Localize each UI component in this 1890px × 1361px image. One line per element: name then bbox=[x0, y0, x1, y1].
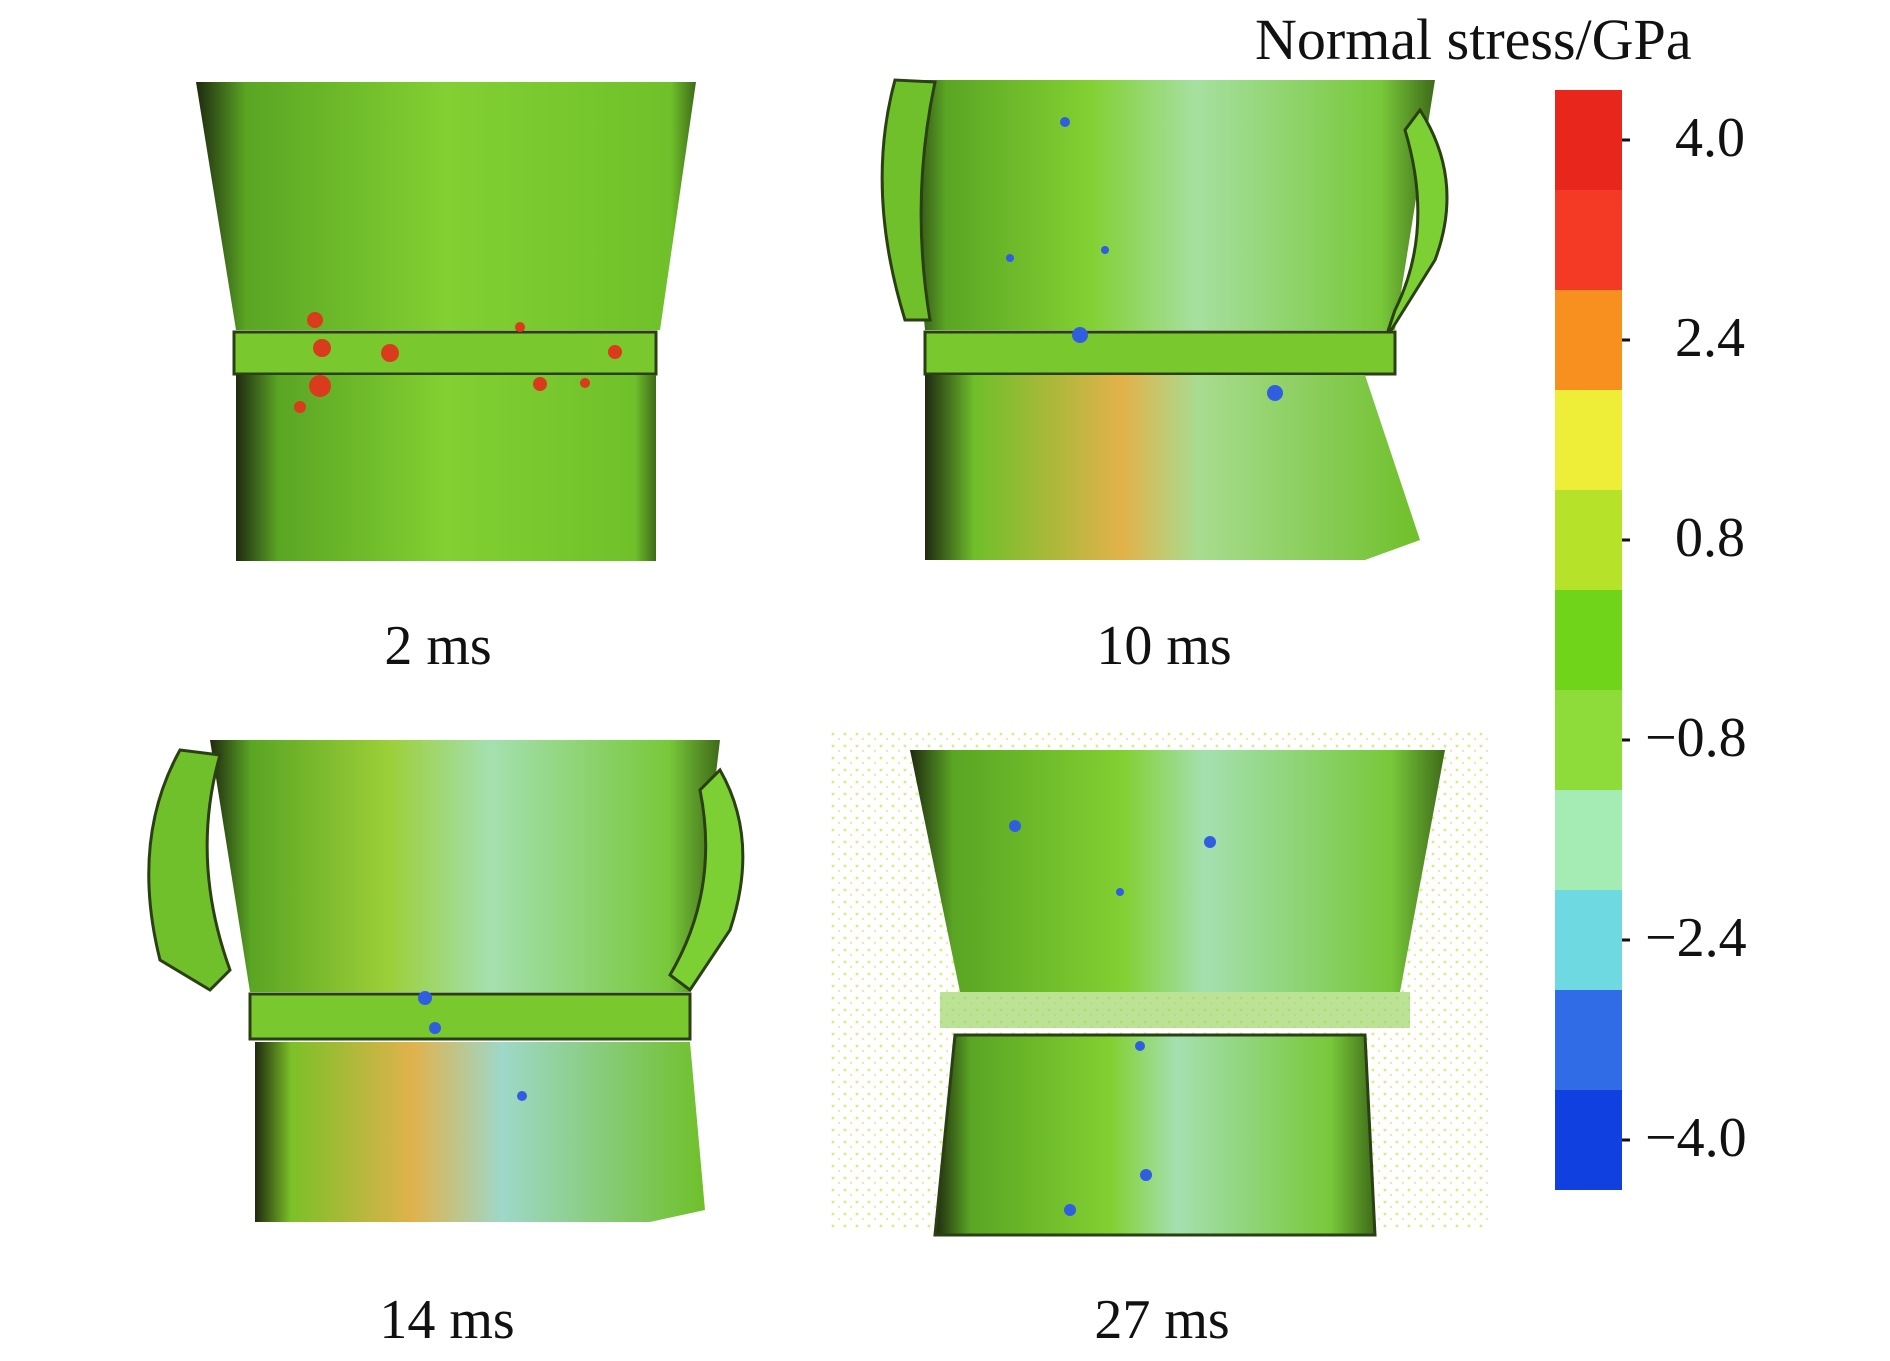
panel-14ms: 14 ms bbox=[130, 730, 780, 1348]
time-label: 10 ms bbox=[1096, 615, 1232, 677]
time-label: 27 ms bbox=[1094, 1289, 1230, 1351]
colorbar-swatch bbox=[1555, 1090, 1622, 1190]
projectile-10ms-image bbox=[880, 78, 1449, 560]
projectile-14ms-image bbox=[147, 740, 745, 1222]
colorbar-swatch bbox=[1555, 990, 1622, 1090]
panel-27ms: 27 ms bbox=[830, 730, 1490, 1348]
colorbar-tick-label: 0.8 bbox=[1675, 507, 1745, 569]
colorbar-swatch bbox=[1555, 590, 1622, 690]
colorbar-tick-label: −0.8 bbox=[1645, 707, 1747, 769]
projectile-2ms-image bbox=[196, 82, 696, 561]
panel-10ms: 10 ms bbox=[875, 70, 1465, 674]
colorbar-swatch bbox=[1555, 190, 1622, 290]
colorbar-title: Normal stress/GPa bbox=[1255, 7, 1692, 72]
colorbar-swatch bbox=[1555, 790, 1622, 890]
colorbar-swatch bbox=[1555, 890, 1622, 990]
colorbar-swatch bbox=[1555, 90, 1622, 190]
colorbar-tick-label: −4.0 bbox=[1645, 1107, 1747, 1169]
colorbar-swatch bbox=[1555, 290, 1622, 390]
colorbar bbox=[1555, 90, 1630, 1190]
panel-2ms: 2 ms bbox=[190, 70, 696, 674]
colorbar-swatch bbox=[1555, 690, 1622, 790]
colorbar-tick-label: −2.4 bbox=[1645, 907, 1747, 969]
colorbar-tick-label: 4.0 bbox=[1675, 107, 1745, 169]
time-label: 14 ms bbox=[379, 1289, 515, 1351]
colorbar-swatch bbox=[1555, 390, 1622, 490]
colorbar-tick-label: 2.4 bbox=[1675, 307, 1745, 369]
projectile-27ms-image bbox=[830, 730, 1490, 1237]
colorbar-swatch bbox=[1555, 490, 1622, 590]
time-label: 2 ms bbox=[384, 615, 492, 677]
